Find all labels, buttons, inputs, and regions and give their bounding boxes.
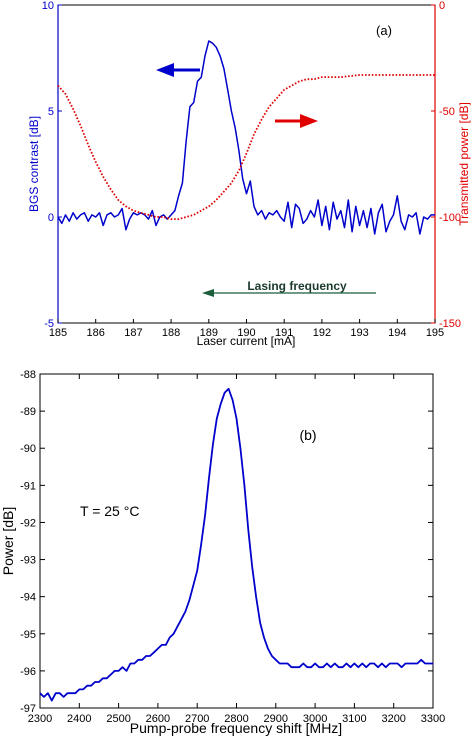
y-tick-label: -96 <box>20 666 36 678</box>
x-tick-label: 2500 <box>106 713 130 725</box>
bgs-contrast-line <box>57 40 435 235</box>
right-y-tick-label: -150 <box>439 318 461 330</box>
left-axis-arrow-head <box>156 63 174 77</box>
panel-a-label: (a) <box>376 23 392 38</box>
y-tick-label: -94 <box>20 592 36 604</box>
temperature-annotation: T = 25 °C <box>80 503 139 519</box>
x-tick-label: 2400 <box>67 713 91 725</box>
panel-a-right-y-axis-label: Transmitted power [dB] <box>457 102 471 226</box>
panel-a-plot-frame <box>57 4 436 324</box>
x-tick-label: 192 <box>313 327 331 339</box>
y-tick-label: -93 <box>20 555 36 567</box>
left-y-tick-label: -5 <box>44 318 54 330</box>
x-tick-label: 193 <box>350 327 368 339</box>
panel-a-x-ticks: 185 186 187 188 189 190 191 192 193 194 195 <box>49 319 444 339</box>
x-tick-label: 2600 <box>146 713 170 725</box>
left-y-tick-label: 5 <box>48 106 54 118</box>
x-tick-label: 2800 <box>224 713 248 725</box>
right-y-tick-label: 0 <box>439 0 445 12</box>
y-tick-label: -88 <box>20 369 36 381</box>
panel-b-x-ticks: 2300 2400 2500 2600 2700 2800 2900 3000 3100 3200… <box>28 374 445 725</box>
x-tick-label: 2700 <box>185 713 209 725</box>
y-tick-label: -97 <box>20 703 36 715</box>
panel-b-y-axis-label: Power [dB] <box>0 507 16 575</box>
lasing-frequency-arrow-head <box>202 289 214 297</box>
x-tick-label: 3100 <box>342 713 366 725</box>
right-y-tick-label: -100 <box>439 212 461 224</box>
panel-a-left-y-axis-label: BGS contrast [dB] <box>27 116 41 212</box>
x-tick-label: 194 <box>388 327 406 339</box>
lasing-frequency-label: Lasing frequency <box>247 279 347 293</box>
panel-b-y-ticks: -88 -89 -90 -91 -92 -93 -94 -95 -96 -97 <box>20 369 433 715</box>
panel-b-series <box>39 387 433 702</box>
x-tick-label: 195 <box>426 327 444 339</box>
panel-b-x-axis-label: Pump-probe frequency shift [MHz] <box>130 720 342 736</box>
x-tick-label: 190 <box>237 327 255 339</box>
panel-b-label: (b) <box>299 427 316 443</box>
x-tick-label: 3200 <box>381 713 405 725</box>
y-tick-label: -89 <box>20 406 36 418</box>
panel-a-x-axis-label: Laser current [mA] <box>197 334 296 348</box>
x-tick-label: 3000 <box>303 713 327 725</box>
panel-a-series <box>57 40 435 235</box>
x-tick-label: 186 <box>87 327 105 339</box>
transmitted-power-line <box>57 74 435 221</box>
panel-a-left-y-ticks: -5 0 5 10 <box>42 0 62 330</box>
x-tick-label: 189 <box>200 327 218 339</box>
x-tick-label: 187 <box>124 327 142 339</box>
panel-a: 185 186 187 188 189 190 191 192 193 194 195 -50510… <box>27 0 471 348</box>
x-tick-label: 3300 <box>421 713 445 725</box>
x-tick-label: 2300 <box>28 713 52 725</box>
right-y-tick-label: -50 <box>439 106 455 118</box>
y-tick-label: -90 <box>20 443 36 455</box>
y-tick-label: -91 <box>20 480 36 492</box>
x-tick-label: 185 <box>49 327 67 339</box>
right-axis-arrow-head <box>300 114 318 128</box>
power-spectrum-line <box>39 387 433 702</box>
left-y-tick-label: 10 <box>42 0 54 12</box>
x-tick-label: 2900 <box>264 713 288 725</box>
x-tick-label: 188 <box>162 327 180 339</box>
y-tick-label: -95 <box>20 629 36 641</box>
left-y-tick-label: 0 <box>48 212 54 224</box>
y-tick-label: -92 <box>20 517 36 529</box>
panel-a-right-y-ticks: -150 -100 -50 0 <box>431 0 461 330</box>
panel-b: 2300 2400 2500 2600 2700 2800 2900 3000 3100 3200… <box>0 369 445 736</box>
x-tick-label: 191 <box>275 327 293 339</box>
